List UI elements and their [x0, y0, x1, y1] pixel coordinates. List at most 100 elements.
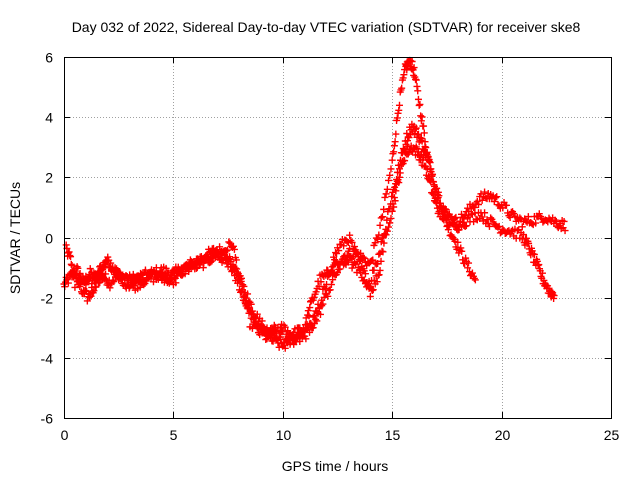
- data-point: [275, 329, 283, 337]
- data-point: [441, 208, 449, 216]
- data-point: [123, 272, 131, 280]
- y-tick-label: -6: [41, 411, 54, 427]
- data-point: [336, 265, 344, 273]
- data-point: [315, 282, 323, 290]
- data-point: [236, 275, 244, 283]
- data-point: [425, 158, 433, 166]
- data-point: [346, 252, 354, 260]
- data-point: [382, 190, 390, 198]
- x-tick-label: 5: [170, 427, 178, 443]
- data-point: [449, 234, 457, 242]
- data-point: [68, 261, 76, 269]
- data-point: [481, 209, 489, 217]
- data-point: [408, 58, 416, 66]
- data-point: [473, 197, 481, 205]
- data-point: [420, 154, 428, 162]
- data-point: [237, 274, 245, 282]
- data-point: [222, 256, 230, 264]
- data-point: [73, 263, 81, 271]
- data-point: [499, 225, 507, 233]
- data-point: [376, 249, 384, 257]
- data-point: [258, 317, 266, 325]
- data-point: [233, 265, 241, 273]
- data-point: [416, 152, 424, 160]
- x-tick-label: 25: [604, 427, 620, 443]
- data-point: [306, 304, 314, 312]
- data-point: [230, 245, 238, 253]
- data-point: [276, 335, 284, 343]
- data-point: [413, 82, 421, 90]
- data-point: [412, 76, 420, 84]
- data-point: [490, 198, 498, 206]
- data-point: [376, 266, 384, 274]
- x-tick-label: 20: [495, 427, 511, 443]
- data-point: [377, 238, 385, 246]
- data-point: [329, 263, 337, 271]
- data-point: [185, 265, 193, 273]
- data-point: [281, 344, 289, 352]
- data-point: [431, 194, 439, 202]
- data-point: [128, 273, 136, 281]
- data-point: [444, 226, 452, 234]
- data-point: [538, 269, 546, 277]
- data-point: [167, 272, 175, 280]
- data-point: [101, 275, 109, 283]
- data-point: [375, 231, 383, 239]
- data-point: [507, 227, 515, 235]
- data-point: [373, 278, 381, 286]
- data-point: [492, 194, 500, 202]
- data-point: [513, 227, 521, 235]
- data-point: [69, 267, 77, 275]
- data-point: [392, 130, 400, 138]
- data-point: [297, 328, 305, 336]
- y-tick-label: -2: [41, 291, 54, 307]
- data-point: [111, 264, 119, 272]
- data-point: [152, 276, 160, 284]
- data-point: [423, 165, 431, 173]
- data-point: [395, 179, 403, 187]
- data-point: [540, 276, 548, 284]
- data-point: [122, 272, 130, 280]
- data-point: [112, 267, 120, 275]
- data-point: [382, 231, 390, 239]
- data-point: [516, 214, 524, 222]
- data-point: [518, 223, 526, 231]
- data-point: [319, 300, 327, 308]
- data-point: [225, 255, 233, 263]
- data-point: [74, 264, 82, 272]
- data-point: [427, 178, 435, 186]
- data-point: [368, 286, 376, 294]
- data-point: [378, 213, 386, 221]
- data-point: [366, 282, 374, 290]
- data-point: [224, 246, 232, 254]
- data-point: [414, 95, 422, 103]
- data-point: [274, 339, 282, 347]
- data-point: [532, 219, 540, 227]
- data-point: [398, 161, 406, 169]
- data-point: [413, 145, 421, 153]
- data-point: [194, 255, 202, 263]
- data-point: [417, 117, 425, 125]
- y-tick-label: 4: [45, 110, 53, 126]
- data-point: [493, 193, 501, 201]
- data-point: [457, 210, 465, 218]
- data-point: [533, 257, 541, 265]
- data-point: [391, 138, 399, 146]
- data-point: [383, 227, 391, 235]
- data-point: [240, 282, 248, 290]
- data-point: [76, 283, 84, 291]
- data-point: [83, 297, 91, 305]
- data-point: [420, 129, 428, 137]
- data-point: [359, 277, 367, 285]
- data-point: [416, 100, 424, 108]
- data-point: [290, 340, 298, 348]
- data-point: [383, 185, 391, 193]
- data-point: [478, 196, 486, 204]
- data-point: [304, 311, 312, 319]
- data-point: [343, 256, 351, 264]
- data-point: [524, 213, 532, 221]
- data-point: [137, 276, 145, 284]
- data-point: [310, 293, 318, 301]
- data-point: [525, 239, 533, 247]
- data-point: [324, 292, 332, 300]
